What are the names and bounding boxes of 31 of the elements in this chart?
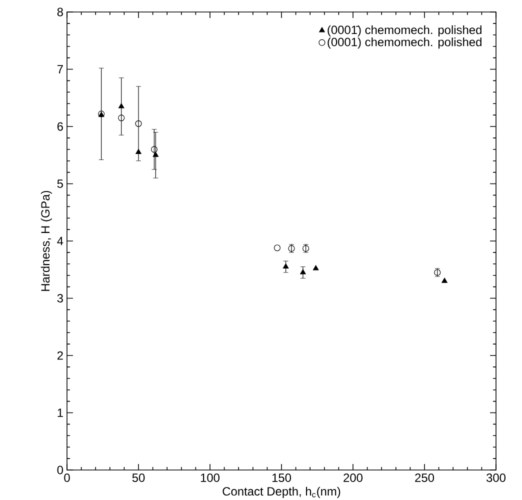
x-tick-label: 100 [200, 474, 220, 482]
y-tick-label: 7 [57, 65, 63, 74]
y-tick-label: 2 [57, 351, 63, 360]
point [274, 244, 280, 252]
point [442, 278, 448, 283]
point [118, 114, 125, 122]
x-tick-label: 0 [64, 474, 70, 482]
point [300, 269, 306, 274]
y-tick-label: 1 [58, 408, 63, 417]
x-tick-label: 50 [132, 474, 145, 482]
y-axis-title: Hardness, H (GPa) [40, 190, 52, 291]
point [136, 148, 142, 154]
point [282, 263, 289, 269]
x-tick-label: 150 [272, 474, 292, 482]
y-tick-label: 4 [57, 236, 64, 246]
y-tick-label: 8 [57, 8, 63, 16]
y-tick-label: 6 [57, 122, 63, 131]
x-tick-label: 250 [415, 474, 434, 482]
x-axis-title: Contact Depth, h$_{c}$(nm) [222, 486, 340, 498]
x-tick-label: 300 [486, 474, 506, 482]
y-tick-label: 3 [57, 294, 63, 302]
legend-label: (0001) chemomech. polished [328, 38, 482, 49]
point [118, 103, 124, 108]
point [152, 152, 159, 157]
point [135, 120, 142, 127]
y-tick-label: 0 [57, 466, 64, 474]
legend-label: (0001̄) chemomech. polished [328, 25, 482, 36]
point [150, 146, 158, 153]
y-tick-label: 5 [57, 180, 63, 188]
point [312, 265, 319, 270]
x-tick-label: 200 [344, 474, 363, 482]
